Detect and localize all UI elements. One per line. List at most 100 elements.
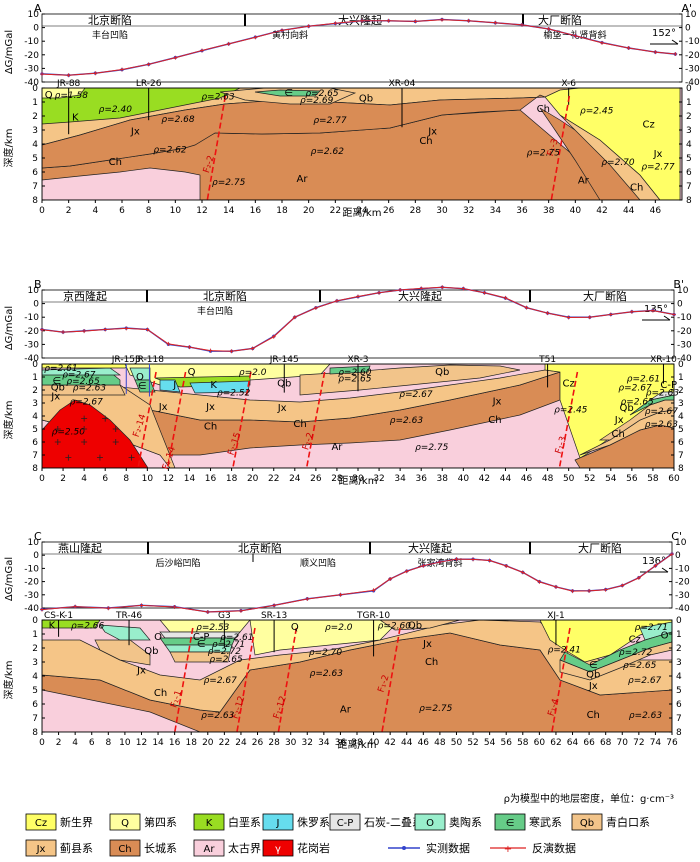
density-label: ρ=2.60 <box>338 368 372 378</box>
legend-code: Cz <box>35 818 47 829</box>
distance-tick-label: 28 <box>268 738 280 748</box>
inverted-point <box>73 604 78 609</box>
depth-tick-label: 8 <box>676 728 682 738</box>
bearing-label: 136° <box>642 556 666 567</box>
inverted-point <box>334 298 339 303</box>
inverted-point <box>124 326 129 331</box>
subunit-label: 丰台凹陷 <box>92 29 128 41</box>
distance-tick-label: 52 <box>584 474 595 484</box>
legend-code: K <box>206 818 213 829</box>
y-tick-label: -30 <box>675 591 690 601</box>
density-label: ρ=2.61 <box>220 633 253 643</box>
legend-label: 蓟县系 <box>60 842 93 855</box>
legend-label: 长城系 <box>144 842 177 855</box>
y-tick-label: -10 <box>24 564 39 574</box>
well-label: G3 <box>218 611 231 621</box>
distance-tick-label: 14 <box>184 474 196 484</box>
granite-cross <box>112 439 119 445</box>
legend-swatch <box>109 839 141 857</box>
inverted-point <box>388 576 393 581</box>
profile-end-label: B' <box>673 278 684 291</box>
y-tick-label: 0 <box>33 551 39 561</box>
formation-label: Jx <box>277 403 287 414</box>
well-label: JR-88 <box>56 79 81 89</box>
inverted-point <box>524 305 529 310</box>
distance-tick-label: 16 <box>250 206 262 216</box>
tectonic-unit-label: 大厂断陷 <box>583 289 627 303</box>
legend-swatch-Ch: Ch 长城系 <box>109 839 177 857</box>
y-tick-label: 0 <box>675 551 681 561</box>
granite-cross <box>54 426 61 432</box>
inverted-point <box>377 290 382 295</box>
depth-tick-label: 5 <box>32 425 38 435</box>
legend-swatch-O: O 奥陶系 <box>414 813 482 831</box>
legend-code: γ <box>275 844 281 855</box>
inverted-point <box>139 603 144 608</box>
depth-tick-label: 5 <box>32 686 38 696</box>
legend-swatch <box>262 839 294 857</box>
density-label: ρ=2.0 <box>325 623 353 633</box>
distance-tick-label: 20 <box>202 738 214 748</box>
formation-label: C-P <box>193 632 210 643</box>
inverted-point <box>250 346 255 351</box>
density-label: ρ=2.62 <box>311 147 345 157</box>
formation-label: ∈ <box>589 660 598 671</box>
density-label: ρ=2.70 <box>601 158 635 168</box>
depth-tick-label: 8 <box>686 196 692 206</box>
formation-label: Ch <box>109 157 122 168</box>
y-tick-label: -10 <box>685 37 700 47</box>
formation-label: Cz <box>629 635 641 646</box>
distance-tick-label: 2 <box>60 474 66 484</box>
formation-label: Ch <box>425 657 438 668</box>
y-tick-label: -30 <box>685 64 700 74</box>
inverted-point <box>413 19 418 24</box>
distance-tick-label: 38 <box>543 206 555 216</box>
subunit-label: 黄村向斜 <box>272 29 308 41</box>
distance-tick-label: 0 <box>39 474 45 484</box>
y-tick-label: 0 <box>33 24 39 34</box>
y-tick-label: 0 <box>677 300 683 310</box>
density-label: ρ=2.45 <box>554 406 588 416</box>
bearing-arrow <box>650 39 679 45</box>
well-label: XJ-1 <box>547 611 564 621</box>
y-tick-label: 10 <box>28 538 40 548</box>
depth-tick-label: 2 <box>678 386 684 396</box>
fault-line <box>137 371 157 469</box>
inverted-point <box>398 288 403 292</box>
granite-cross <box>81 426 88 432</box>
depth-tick-label: 1 <box>32 98 38 108</box>
granite-cross <box>102 415 109 422</box>
inverted-point <box>200 48 204 53</box>
depth-tick-label: 8 <box>32 196 38 206</box>
distance-axis-label: 距离/km <box>339 474 378 487</box>
inverted-point <box>482 290 487 295</box>
distance-tick-label: 8 <box>105 738 111 748</box>
depth-tick-label: 7 <box>676 714 682 724</box>
inverted-point <box>626 46 631 50</box>
formation-label: Cz <box>643 119 655 130</box>
density-label: ρ=2.53 <box>196 623 230 633</box>
y-tick-label: -40 <box>24 354 39 364</box>
inverted-point <box>673 51 678 56</box>
well-label: XR-10 <box>650 355 677 365</box>
inverted-point <box>650 308 655 313</box>
legend: ρ为模型中的地层密度，单位：g·cm⁻³ Cz 新生界 Q 第四系 K 白垩系 J 侏罗系 C-… <box>25 792 674 857</box>
distance-tick-label: 12 <box>136 738 147 748</box>
fault-line <box>232 371 252 469</box>
inverted-point <box>371 588 376 593</box>
distance-tick-label: 48 <box>434 738 446 748</box>
distance-tick-label: 26 <box>310 474 322 484</box>
distance-tick-label: 62 <box>550 738 561 748</box>
depth-axis-label: 深度/km <box>2 129 15 168</box>
y-tick-label: -10 <box>24 37 39 47</box>
inverted-point <box>306 24 311 29</box>
distance-tick-label: 18 <box>226 474 238 484</box>
formation-label: Ch <box>419 136 432 147</box>
density-label: ρ=2.67 <box>628 676 662 686</box>
legend-label: 新生界 <box>60 815 93 829</box>
inverted-point <box>40 327 44 332</box>
inverted-point <box>608 312 613 317</box>
y-tick-label: 10 <box>675 538 687 548</box>
y-tick-label: -10 <box>677 313 692 323</box>
